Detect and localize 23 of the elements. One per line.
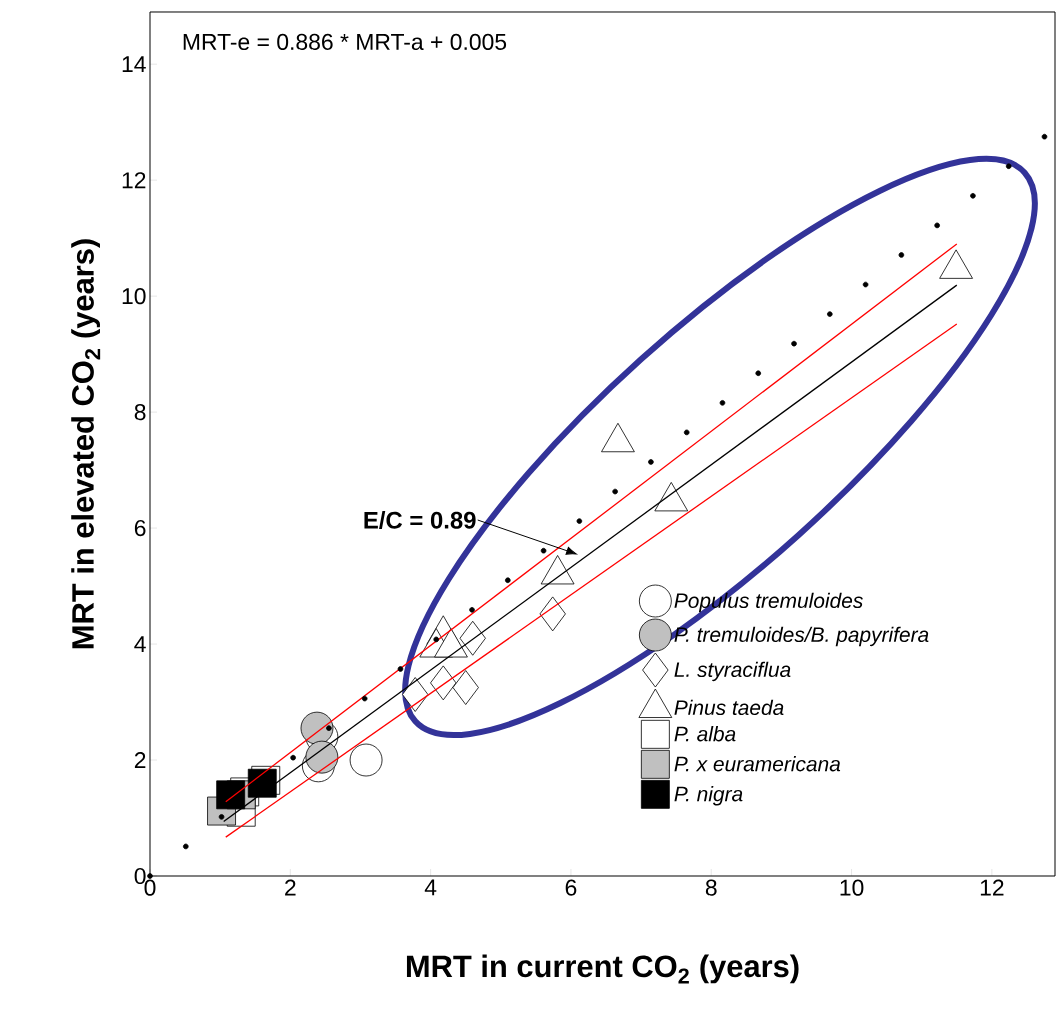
annotation: E/C = 0.89 (364, 511, 476, 529)
y-tick-label: 14 (122, 56, 146, 73)
y-tick-label: 2 (134, 752, 146, 769)
legend-label: P. x euramericana (674, 756, 841, 772)
y-tick-label: 8 (134, 403, 146, 421)
legend-label: L. styraciflua (674, 661, 791, 682)
annotation: MRT-e = 0.886 * MRT-a + 0.005 (183, 33, 507, 50)
x-tick-label: 6 (565, 879, 577, 896)
x-tick-label: 8 (705, 879, 717, 896)
legend-label: P. alba (674, 726, 736, 742)
x-tick-label: 4 (424, 879, 437, 896)
y-tick-label: 6 (134, 519, 146, 537)
x-tick-label: 2 (285, 879, 296, 896)
y-tick-label: 10 (122, 288, 146, 305)
y-tick-label: 12 (122, 172, 146, 189)
y-tick-label: 0 (134, 867, 146, 885)
legend-label: P. nigra (674, 786, 743, 806)
x-tick-label: 10 (840, 879, 864, 896)
y-tick-label: 4 (134, 636, 146, 652)
legend-label: Pinus taeda (674, 699, 784, 716)
y-axis-title: MRT in elevated CO$_{2}$ (years) (71, 239, 101, 649)
x-tick-label: 12 (980, 879, 1004, 896)
x-axis-title: MRT in current CO$_{2}$ (years) (406, 954, 799, 984)
